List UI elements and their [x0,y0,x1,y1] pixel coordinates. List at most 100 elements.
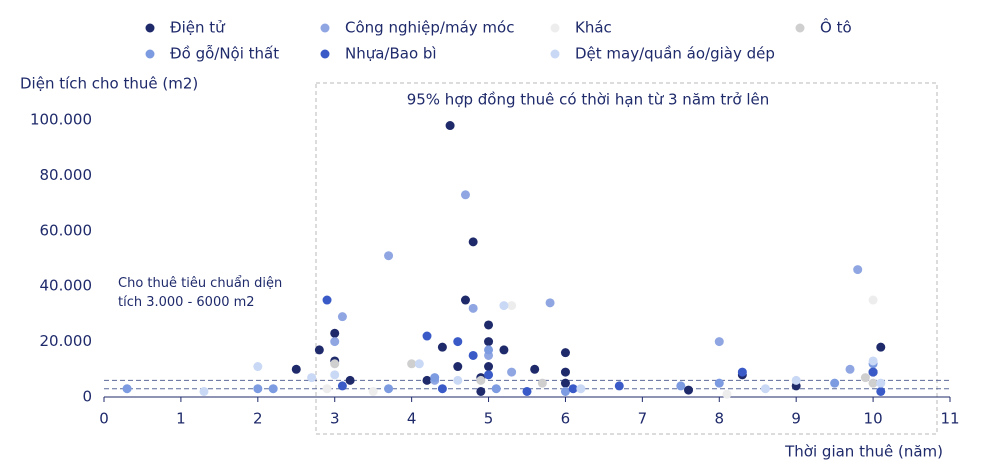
y-tick-label: 20.000 [40,332,93,350]
point [384,251,394,261]
point [484,370,494,380]
point [491,384,501,394]
point [676,381,686,391]
point [337,381,347,391]
point [330,337,340,347]
legend-marker [550,23,560,33]
point [614,381,624,391]
y-tick-label: 60.000 [40,221,93,239]
point [253,362,263,372]
point [314,345,324,355]
point [830,378,840,388]
legend-marker [795,23,805,33]
point [737,367,747,377]
point [384,384,394,394]
x-tick-label: 11 [940,410,959,428]
point [468,303,478,313]
point [476,386,486,396]
point [499,345,509,355]
point [122,384,132,394]
point [507,367,517,377]
y-tick-label: 0 [82,388,92,406]
point [345,375,355,385]
point [853,265,863,275]
x-tick-label: 0 [99,410,109,428]
point [560,348,570,358]
x-axis-title: Thời gian thuê (năm) [784,443,943,461]
highlight-box [315,82,938,435]
point [537,378,547,388]
point [530,364,540,374]
point [845,364,855,374]
legend-label: Ô tô [820,18,852,37]
x-tick-label: 1 [176,410,186,428]
point [760,384,770,394]
band-annotation-box: Cho thuê tiêu chuẩn diện tích 3.000 - 60… [118,274,293,312]
point [876,378,886,388]
legend-label: Đồ gỗ/Nội thất [170,45,279,63]
x-tick-label: 10 [864,410,883,428]
point [560,378,570,388]
x-tick-label: 3 [330,410,340,428]
point [484,320,494,330]
point [414,359,424,369]
x-tick-label: 9 [791,410,801,428]
x-tick-label: 2 [253,410,263,428]
point [453,375,463,385]
point [368,386,378,396]
point [337,312,347,322]
y-tick-label: 100.000 [30,111,92,129]
point [568,384,578,394]
point [422,331,432,341]
point [868,295,878,305]
point [430,373,440,383]
point [560,386,570,396]
point [714,337,724,347]
point [507,301,517,311]
point [199,386,209,396]
point [453,362,463,372]
point [453,337,463,347]
point [468,350,478,360]
legend-label: Nhựa/Bao bì [345,45,437,63]
x-tick-label: 4 [407,410,417,428]
legend-marker [145,49,155,59]
x-tick-label: 7 [638,410,648,428]
point [268,384,278,394]
point [476,375,486,385]
legend-marker [550,49,560,59]
y-tick-label: 80.000 [40,166,93,184]
legend-label: Khác [575,19,612,37]
legend-label: Công nghiệp/máy móc [345,19,514,37]
x-tick-label: 8 [714,410,724,428]
point [484,362,494,372]
point [722,389,732,399]
point [468,237,478,247]
point [860,373,870,383]
point [522,386,532,396]
y-axis-title: Diện tích cho thuê (m2) [20,75,198,93]
point [422,375,432,385]
legend-label: Dệt may/quần áo/giày dép [575,45,775,63]
point [791,375,801,385]
point [330,328,340,338]
point [868,356,878,366]
point [322,384,332,394]
point [484,345,494,355]
point [445,121,455,131]
point [437,342,447,352]
point [437,384,447,394]
point [253,384,263,394]
y-tick-label: 40.000 [40,277,93,295]
point [291,364,301,374]
point [330,359,340,369]
point [876,342,886,352]
point [322,295,332,305]
legend-label: Điện tử [170,19,226,37]
point [307,373,317,383]
x-tick-label: 5 [484,410,494,428]
point [576,384,586,394]
point [560,367,570,377]
x-tick-label: 6 [561,410,571,428]
legend-marker [320,23,330,33]
